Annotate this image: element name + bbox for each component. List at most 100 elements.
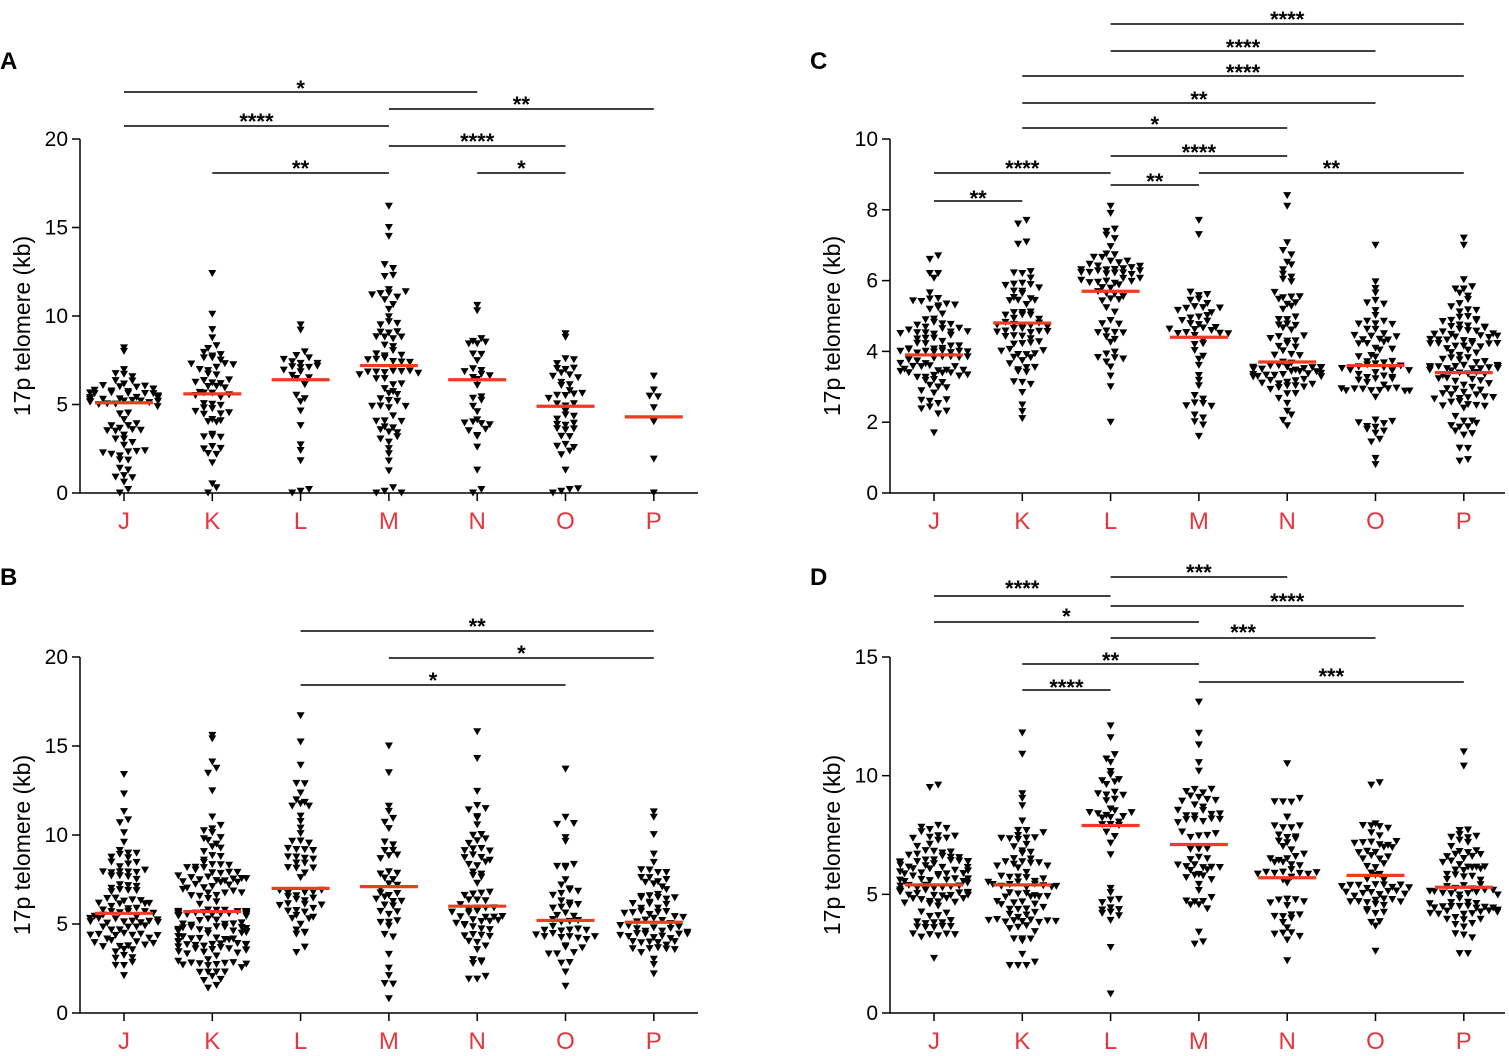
data-point	[645, 938, 654, 946]
data-point	[1110, 308, 1119, 316]
data-point	[1030, 908, 1039, 916]
series-o	[536, 330, 595, 497]
data-point	[993, 328, 1002, 336]
data-point	[1014, 220, 1023, 228]
data-point	[384, 918, 393, 926]
series-p	[624, 372, 683, 497]
data-point	[942, 894, 951, 902]
data-point	[456, 913, 465, 921]
data-point	[120, 918, 128, 926]
data-point	[1459, 285, 1468, 293]
data-point	[208, 758, 217, 766]
data-point	[208, 852, 217, 860]
data-point	[569, 860, 578, 868]
data-point	[649, 386, 658, 394]
data-point	[1178, 828, 1187, 836]
data-point	[658, 927, 667, 935]
data-point	[925, 931, 934, 939]
data-point	[934, 295, 943, 303]
data-point	[917, 908, 926, 916]
data-point	[107, 422, 116, 430]
data-point	[1443, 870, 1451, 878]
data-point	[1291, 835, 1300, 843]
data-point	[1190, 871, 1199, 879]
data-point	[473, 340, 482, 348]
data-point	[1186, 320, 1195, 328]
data-point	[904, 891, 913, 899]
data-point	[380, 423, 389, 431]
data-point	[376, 321, 385, 329]
data-point	[658, 883, 667, 891]
data-point	[561, 426, 570, 434]
data-point	[300, 900, 309, 908]
data-point	[917, 363, 926, 371]
data-point	[1375, 435, 1384, 443]
data-point	[1455, 444, 1464, 452]
data-point	[300, 889, 309, 897]
data-point	[1283, 895, 1292, 903]
data-point	[296, 441, 305, 449]
data-point	[548, 489, 557, 497]
data-point	[1043, 917, 1052, 925]
data-point	[1274, 384, 1283, 392]
data-point	[1215, 815, 1224, 823]
data-point	[279, 366, 288, 374]
data-point	[1035, 893, 1044, 901]
data-point	[938, 320, 947, 328]
data-point	[1455, 895, 1464, 903]
data-point	[1182, 897, 1191, 905]
data-point	[1106, 317, 1115, 325]
data-point	[380, 272, 389, 280]
data-point	[964, 891, 972, 899]
data-point	[1468, 910, 1477, 918]
data-point	[1119, 293, 1128, 301]
data-point	[124, 849, 133, 857]
data-point	[1388, 883, 1397, 891]
data-point	[199, 948, 208, 956]
significance-label: ****	[239, 109, 274, 134]
data-point	[149, 939, 158, 947]
data-point	[1110, 348, 1119, 356]
data-point	[372, 375, 381, 383]
y-tick-label: 5	[866, 883, 878, 906]
data-point	[1447, 322, 1456, 330]
data-point	[384, 880, 393, 888]
data-point	[1026, 935, 1035, 943]
x-tick-label-p: P	[1456, 1028, 1472, 1055]
data-point	[1199, 872, 1208, 880]
data-point	[1102, 350, 1111, 358]
data-point	[1094, 353, 1102, 361]
data-point	[1455, 423, 1464, 431]
data-point	[1455, 325, 1464, 333]
data-point	[1123, 257, 1132, 265]
data-point	[670, 946, 679, 954]
data-point	[1207, 876, 1216, 884]
data-point	[670, 894, 679, 902]
data-point	[654, 893, 662, 901]
data-point	[1425, 900, 1434, 908]
data-point	[574, 887, 583, 895]
data-point	[1207, 815, 1216, 823]
data-point	[389, 347, 398, 355]
data-point	[1354, 419, 1363, 427]
data-point	[1026, 281, 1035, 289]
data-point	[1098, 777, 1107, 785]
data-point	[1476, 365, 1485, 373]
data-point	[1363, 907, 1372, 915]
data-point	[1480, 402, 1489, 410]
data-point	[120, 380, 128, 388]
data-point	[1115, 906, 1123, 914]
data-point	[1455, 848, 1464, 856]
data-point	[216, 834, 225, 842]
data-point	[1392, 384, 1401, 392]
y-tick-label: 4	[866, 340, 878, 363]
data-point	[1455, 398, 1464, 406]
data-point	[649, 404, 658, 412]
data-point	[136, 397, 145, 405]
data-point	[900, 877, 909, 885]
data-point	[1199, 395, 1208, 403]
data-point	[997, 901, 1006, 909]
data-point	[934, 898, 943, 906]
data-point	[154, 397, 162, 405]
data-point	[1098, 284, 1107, 292]
